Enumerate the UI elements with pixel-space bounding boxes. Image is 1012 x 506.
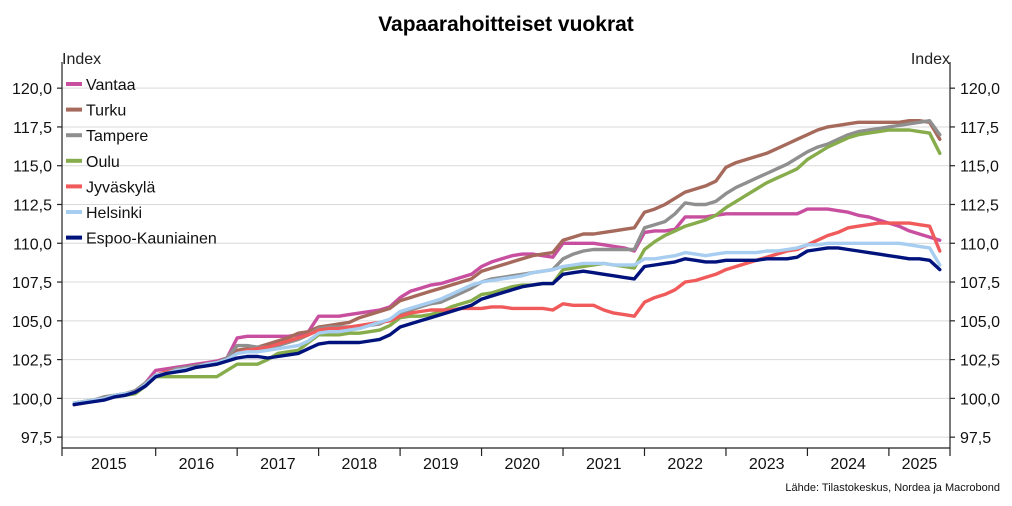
y-tick-label-right: 97,5 (960, 430, 991, 447)
y-tick-label-left: 102,5 (12, 353, 52, 370)
y-tick-label-right: 112,5 (960, 197, 999, 214)
x-tick-label: 2020 (504, 456, 540, 473)
y-tick-label-left: 117,5 (13, 120, 52, 137)
y-tick-label-left: 110,0 (13, 236, 52, 253)
series-line-helsinki (72, 241, 942, 405)
y-tick-label-right: 120,0 (960, 81, 1000, 98)
grid (62, 87, 950, 438)
x-tick-label: 2021 (586, 456, 622, 473)
legend-label: Tampere (86, 128, 148, 145)
series-line-oulu (72, 128, 942, 405)
x-tick-label: 2019 (423, 456, 459, 473)
y-tick-label-left: 100,0 (12, 391, 52, 408)
y-tick-label-right: 105,0 (960, 314, 1000, 331)
y-tick-label-left: 105,0 (12, 314, 52, 331)
legend-label: Jyväskylä (86, 179, 155, 196)
y-axis-label-right: Index (911, 51, 950, 68)
legend-label: Vantaa (86, 77, 136, 94)
legend-label: Turku (86, 103, 126, 120)
legend: Vantaa Turku Tampere Oulu Jyväskylä Helsinki E… (66, 77, 217, 248)
y-tick-label-right: 100,0 (960, 391, 1000, 408)
source-note: Lähde: Tilastokeskus, Nordea ja Macrobon… (785, 482, 1000, 494)
x-tick-label: 2017 (260, 456, 296, 473)
y-tick-label-right: 110,0 (960, 236, 999, 253)
y-tick-label-left: 97,5 (21, 430, 52, 447)
x-tick-label: 2023 (749, 456, 785, 473)
series-line-turku (72, 118, 942, 405)
y-tick-label-left: 107,5 (12, 275, 52, 292)
series-lines (72, 118, 942, 407)
y-tick-label-right: 107,5 (960, 275, 1000, 292)
y-tick-label-right: 117,5 (960, 120, 999, 137)
y-tick-label-left: 115,0 (13, 159, 52, 176)
x-tick-label: 2024 (830, 456, 866, 473)
legend-label: Espoo-Kauniainen (86, 231, 217, 248)
x-tick-label: 2022 (667, 456, 703, 473)
axes: 97,5 97,5 100,0 100,0 102,5 102,5 105,0 105,0 10… (12, 62, 1000, 473)
series-line-espoo-kauniainen (72, 246, 942, 407)
x-tick-label: 2018 (342, 456, 378, 473)
chart-title: Vapaarahoitteiset vuokrat (378, 13, 634, 36)
legend-label: Helsinki (86, 205, 142, 222)
x-tick-label: 2016 (179, 456, 215, 473)
y-axis-label-left: Index (62, 51, 101, 68)
y-tick-label-left: 120,0 (12, 81, 52, 98)
y-tick-label-right: 102,5 (960, 353, 1000, 370)
y-tick-label-left: 112,5 (13, 197, 52, 214)
legend-label: Oulu (86, 154, 120, 171)
x-tick-label: 2025 (902, 456, 938, 473)
x-tick-label: 2015 (91, 456, 127, 473)
y-tick-label-right: 115,0 (960, 159, 999, 176)
